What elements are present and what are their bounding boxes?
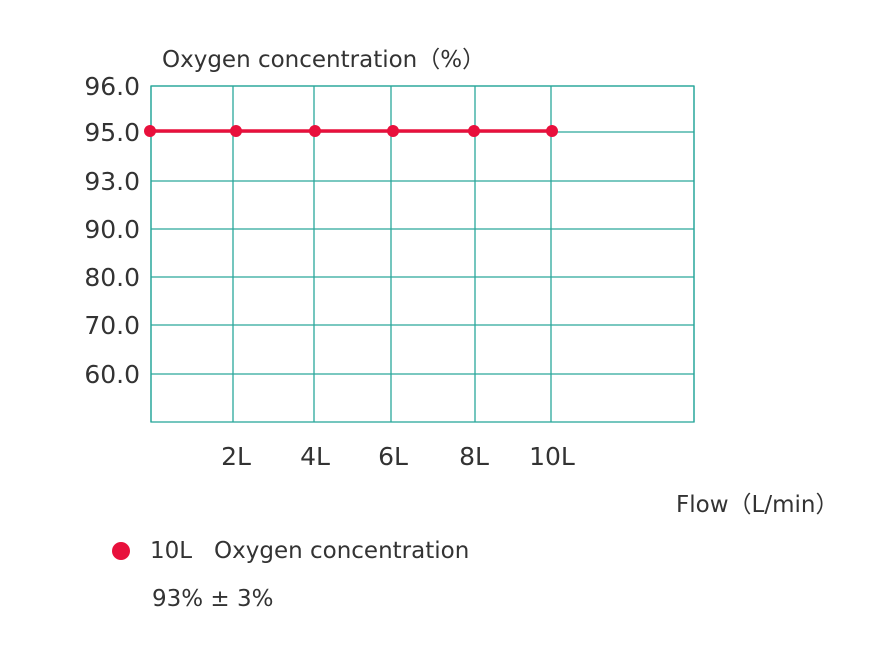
y-tick-label: 95.0 [84, 118, 140, 147]
x-axis-title: Flow（L/min） [676, 492, 839, 518]
x-tick-label: 2L [221, 442, 251, 471]
legend-note: 93% ± 3% [152, 586, 274, 612]
data-point [144, 125, 156, 137]
y-tick-label: 80.0 [84, 263, 140, 292]
y-tick-label: 93.0 [84, 167, 140, 196]
x-tick-label: 8L [459, 442, 489, 471]
chart-grid [150, 85, 695, 423]
data-point [468, 125, 480, 137]
legend-entry: 10L Oxygen concentration [112, 538, 469, 564]
data-point [387, 125, 399, 137]
x-tick-label: 4L [300, 442, 330, 471]
data-point [230, 125, 242, 137]
y-tick-label: 70.0 [84, 311, 140, 340]
legend-marker [112, 542, 130, 560]
data-point [309, 125, 321, 137]
x-tick-labels: 2L 4L 6L 8L 10L [221, 442, 575, 471]
legend: 10L Oxygen concentration [112, 538, 469, 564]
x-tick-label: 6L [378, 442, 408, 471]
data-point [546, 125, 558, 137]
x-tick-label: 10L [529, 442, 575, 471]
legend-label: 10L Oxygen concentration [150, 538, 470, 564]
y-tick-label: 90.0 [84, 215, 140, 244]
y-tick-labels: 96.0 95.0 93.0 90.0 80.0 70.0 60.0 [84, 72, 140, 389]
y-tick-label: 60.0 [84, 360, 140, 389]
y-axis-title: Oxygen concentration（%） [162, 47, 486, 73]
y-tick-label: 96.0 [84, 72, 140, 101]
data-series [144, 125, 558, 137]
